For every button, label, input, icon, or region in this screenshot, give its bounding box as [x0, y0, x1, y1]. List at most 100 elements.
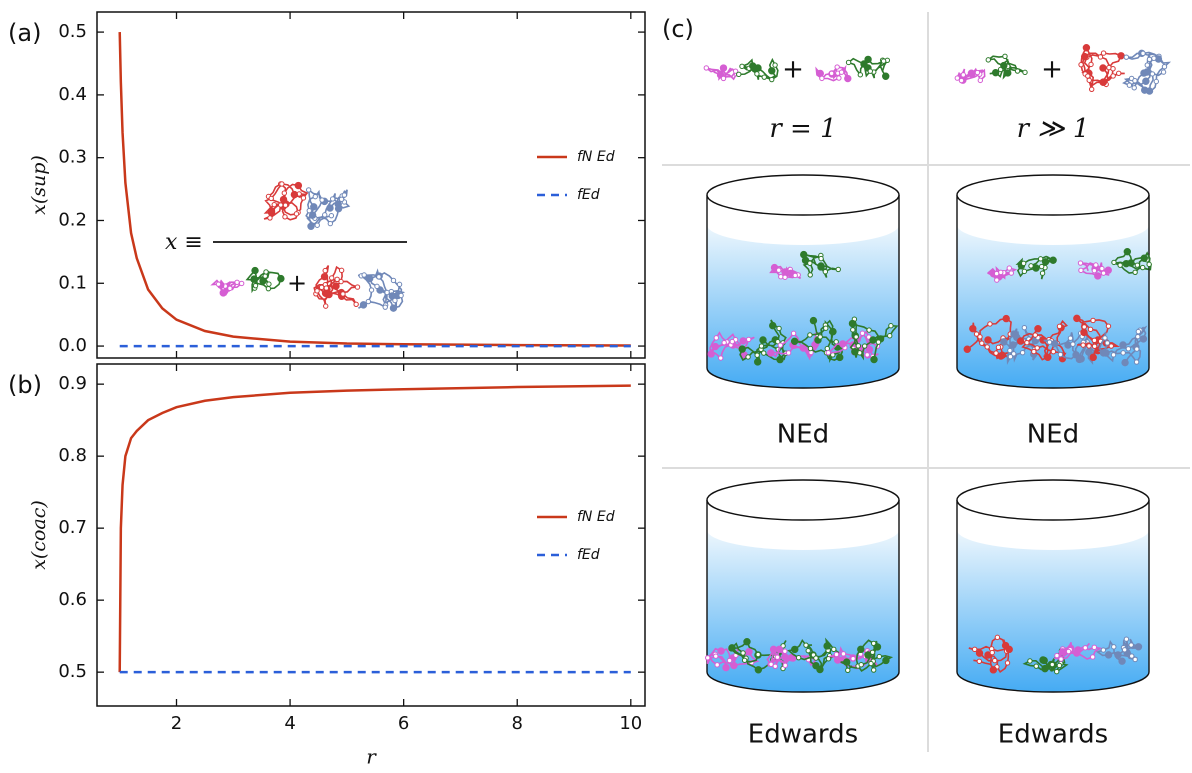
monomer [1121, 351, 1125, 355]
monomer [1089, 62, 1093, 66]
monomer [1028, 659, 1032, 663]
monomer [1065, 342, 1071, 348]
monomer [322, 290, 328, 296]
monomer [819, 256, 823, 260]
monomer [737, 72, 741, 76]
row-label: NEd [777, 420, 829, 450]
monomer [253, 283, 257, 287]
monomer [369, 288, 373, 292]
monomer [961, 73, 965, 77]
y-tick-label: 0.5 [58, 21, 87, 42]
monomer [808, 333, 812, 337]
monomer [1130, 654, 1134, 658]
monomer [773, 664, 777, 668]
monomer [839, 70, 843, 74]
monomer [1136, 329, 1140, 333]
monomer [1001, 62, 1007, 68]
monomer [228, 286, 232, 290]
monomer [1120, 342, 1126, 348]
polymer [737, 60, 778, 82]
monomer [727, 658, 731, 662]
monomer [397, 282, 401, 286]
monomer [1010, 342, 1016, 348]
monomer [1095, 273, 1101, 279]
monomer [1066, 649, 1070, 653]
monomer [762, 75, 766, 79]
monomer [876, 340, 880, 344]
monomer [806, 648, 810, 652]
monomer [846, 60, 850, 64]
monomer [777, 326, 781, 330]
monomer [777, 268, 781, 272]
monomer [385, 290, 389, 294]
monomer [801, 251, 807, 257]
monomer [1032, 349, 1036, 353]
monomer [1134, 360, 1138, 364]
monomer [1136, 334, 1140, 338]
monomer [390, 305, 396, 311]
legend-label: fN Ed [577, 509, 615, 525]
monomer [993, 658, 997, 662]
monomer [985, 337, 991, 343]
monomer [1023, 70, 1027, 74]
monomer [1086, 74, 1090, 78]
monomer [1003, 54, 1007, 58]
monomer [975, 70, 979, 74]
monomer [1140, 336, 1146, 342]
beaker-rim [957, 175, 1149, 215]
monomer [1035, 326, 1041, 332]
monomer [826, 657, 830, 661]
monomer [328, 221, 332, 225]
monomer [859, 663, 863, 667]
monomer [832, 647, 836, 651]
polymer [704, 65, 739, 81]
monomer [329, 276, 333, 280]
monomer [829, 71, 833, 75]
monomer [978, 78, 982, 82]
monomer [1141, 255, 1147, 261]
monomer [808, 273, 812, 277]
monomer [1040, 271, 1044, 275]
monomer [282, 191, 286, 195]
monomer [723, 664, 729, 670]
monomer [335, 277, 339, 281]
monomer [824, 643, 830, 649]
monomer [1111, 67, 1115, 71]
monomer [770, 77, 774, 81]
monomer [1124, 55, 1128, 59]
monomer [1057, 663, 1061, 667]
monomer [1068, 336, 1072, 340]
monomer [1106, 324, 1110, 328]
monomer [1015, 69, 1019, 73]
monomer [1071, 342, 1075, 346]
monomer [817, 70, 823, 76]
monomer [1141, 70, 1147, 76]
polymer [314, 266, 360, 309]
monomer [996, 345, 1000, 349]
monomer [341, 292, 345, 296]
monomer [808, 261, 812, 265]
monomer [778, 343, 782, 347]
monomer [756, 652, 760, 656]
monomer [746, 355, 750, 359]
monomer [342, 193, 346, 197]
monomer [972, 647, 976, 651]
monomer [1146, 88, 1152, 94]
monomer [722, 340, 726, 344]
monomer [818, 335, 822, 339]
monomer [309, 212, 315, 218]
monomer [820, 76, 824, 80]
monomer [1150, 72, 1154, 76]
monomer [280, 196, 286, 202]
monomer [1141, 51, 1145, 55]
monomer [888, 334, 892, 338]
monomer [730, 339, 734, 343]
monomer [994, 271, 998, 275]
monomer [311, 204, 317, 210]
monomer [706, 656, 710, 660]
monomer [1034, 664, 1038, 668]
monomer [1074, 315, 1080, 321]
monomer [1057, 324, 1061, 328]
monomer [740, 64, 744, 68]
beaker-water [707, 225, 899, 388]
